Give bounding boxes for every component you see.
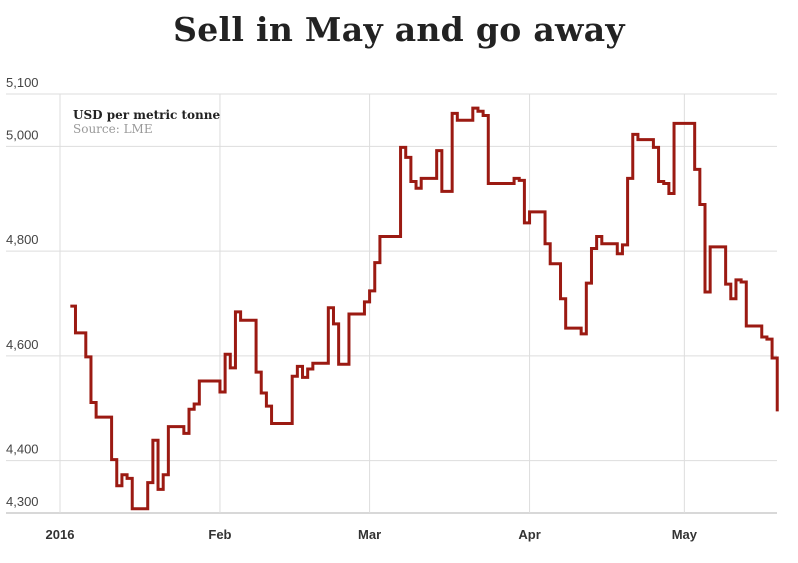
x-tick-label: 2016 [46,527,75,542]
chart-title: Sell in May and go away [173,10,625,49]
x-axis: 2016 Feb Mar Apr May [46,527,698,542]
y-tick-label: 4,600 [6,337,39,352]
y-tick-label: 4,400 [6,442,39,457]
y-axis: 4,300 4,400 4,600 4,800 5,000 5,100 [6,75,39,509]
unit-label: USD per metric tonne [73,108,220,122]
x-tick-label: May [672,527,698,542]
price-line [70,106,779,511]
x-tick-label: Apr [518,527,540,542]
x-tick-label: Feb [208,527,231,542]
y-tick-label: 4,800 [6,232,39,247]
y-tick-label: 5,100 [6,75,39,90]
grid [6,93,777,514]
y-tick-label: 4,300 [6,494,39,509]
series-price [70,106,779,511]
x-tick-label: Mar [358,527,381,542]
source-label: Source: LME [73,122,153,136]
y-tick-label: 5,000 [6,127,39,142]
